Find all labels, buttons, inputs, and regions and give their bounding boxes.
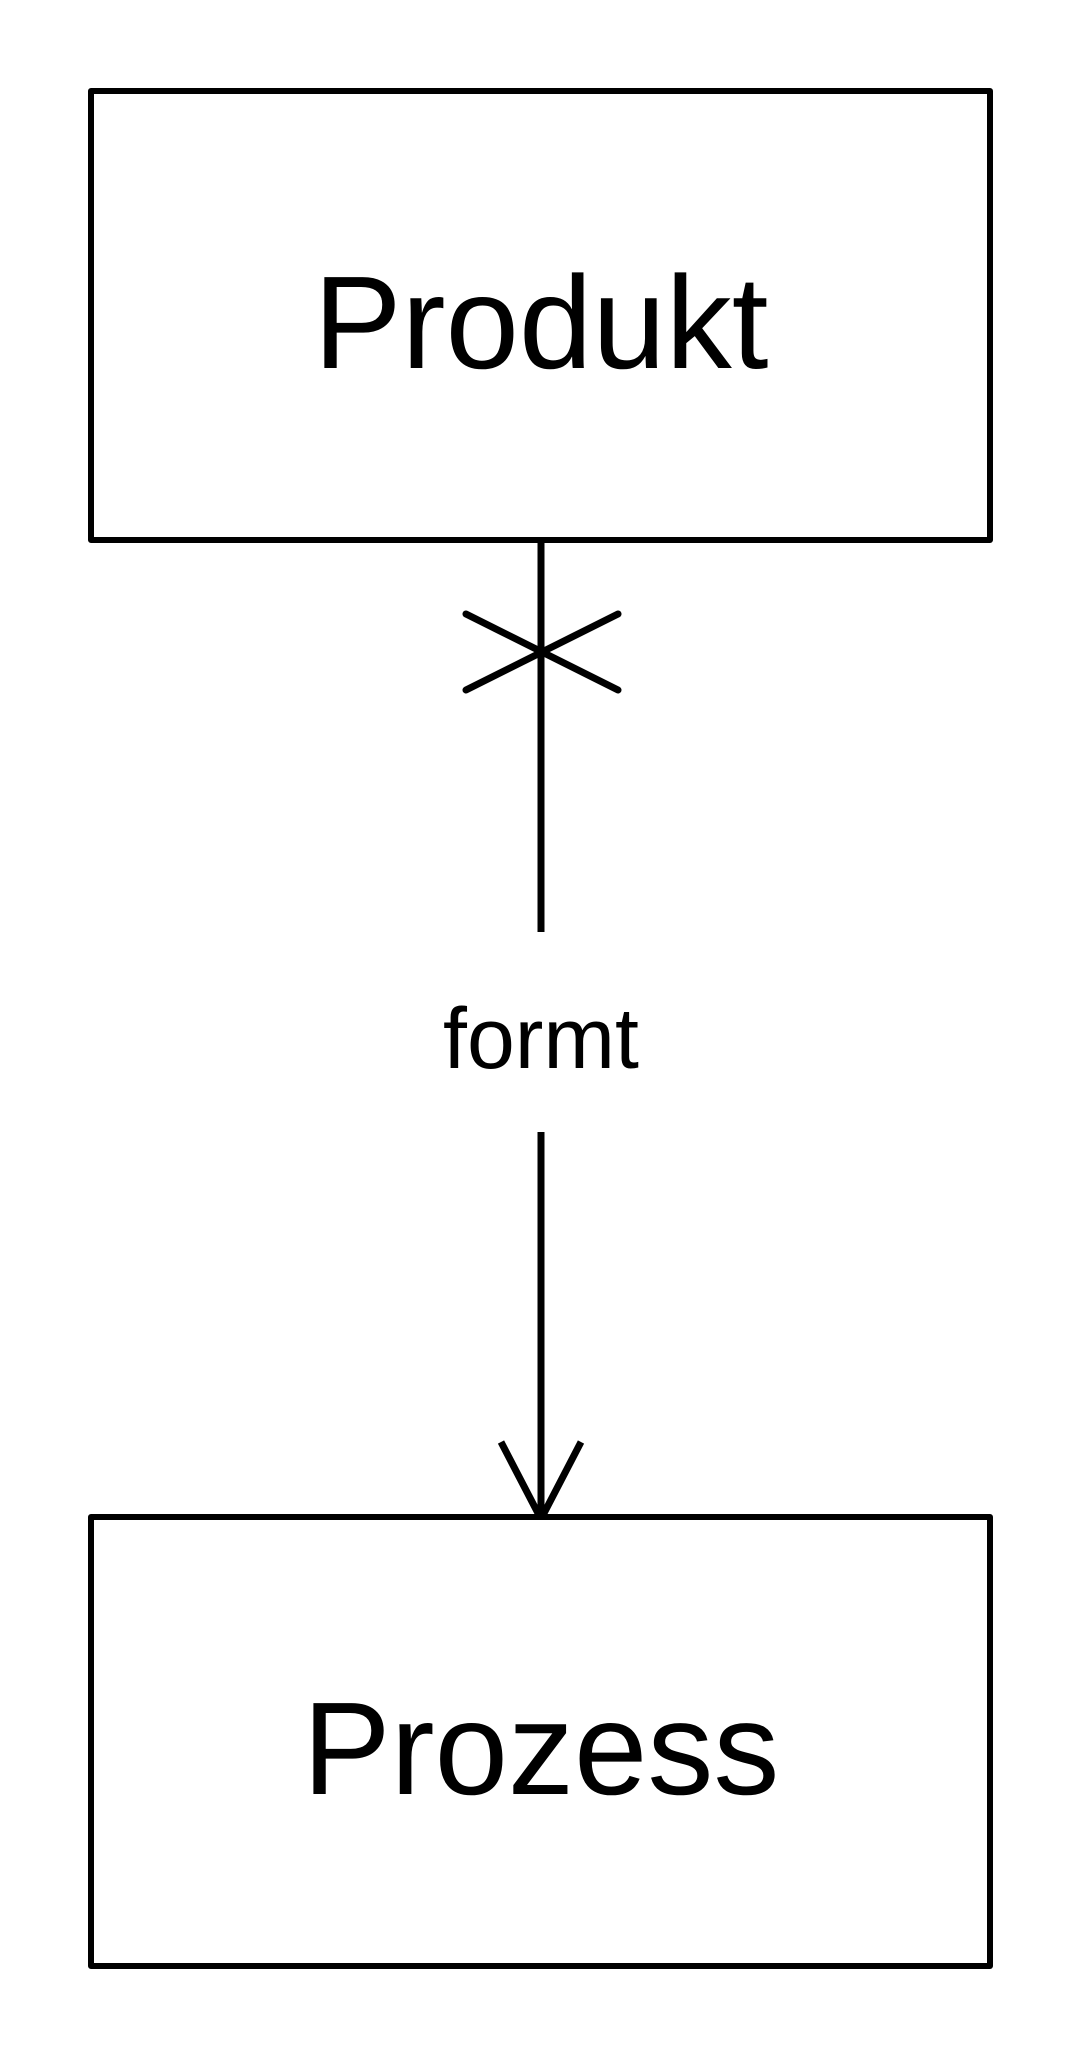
entity-produkt[interactable]: Produkt: [88, 88, 993, 543]
entity-prozess-box: [88, 1514, 993, 1969]
entity-produkt-box: [88, 88, 993, 543]
relation-connector: formt: [443, 540, 639, 1527]
relation-label: formt: [443, 991, 639, 1087]
entity-produkt-label: Produkt: [314, 249, 769, 396]
cross-stroke-b: [462, 610, 622, 694]
cross-icon: [462, 610, 622, 694]
entity-prozess-label: Prozess: [303, 1675, 780, 1822]
entity-prozess[interactable]: Prozess: [88, 1514, 993, 1969]
